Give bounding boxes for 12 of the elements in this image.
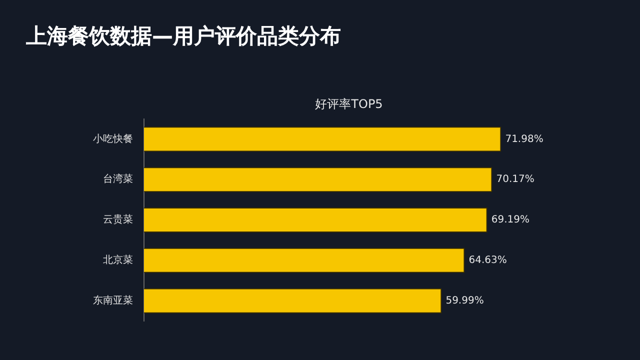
y-tick-label: 台湾菜 xyxy=(103,173,133,186)
y-tick-label: 云贵菜 xyxy=(103,214,133,226)
data-label: 64.63% xyxy=(468,254,507,266)
y-tick-label: 北京菜 xyxy=(103,254,133,266)
data-label: 71.98% xyxy=(505,134,544,145)
chart-subtitle: 好评率TOP5 xyxy=(314,96,384,113)
data-label: 70.17% xyxy=(496,174,534,186)
chart-title: 上海餐饮数据—用户评价品类分布 xyxy=(26,23,341,50)
data-label: 69.19% xyxy=(491,214,530,226)
y-tick-label: 小吃快餐 xyxy=(93,132,133,145)
y-tick-label: 东南亚菜 xyxy=(93,294,133,306)
data-label: 59.99% xyxy=(446,295,484,306)
